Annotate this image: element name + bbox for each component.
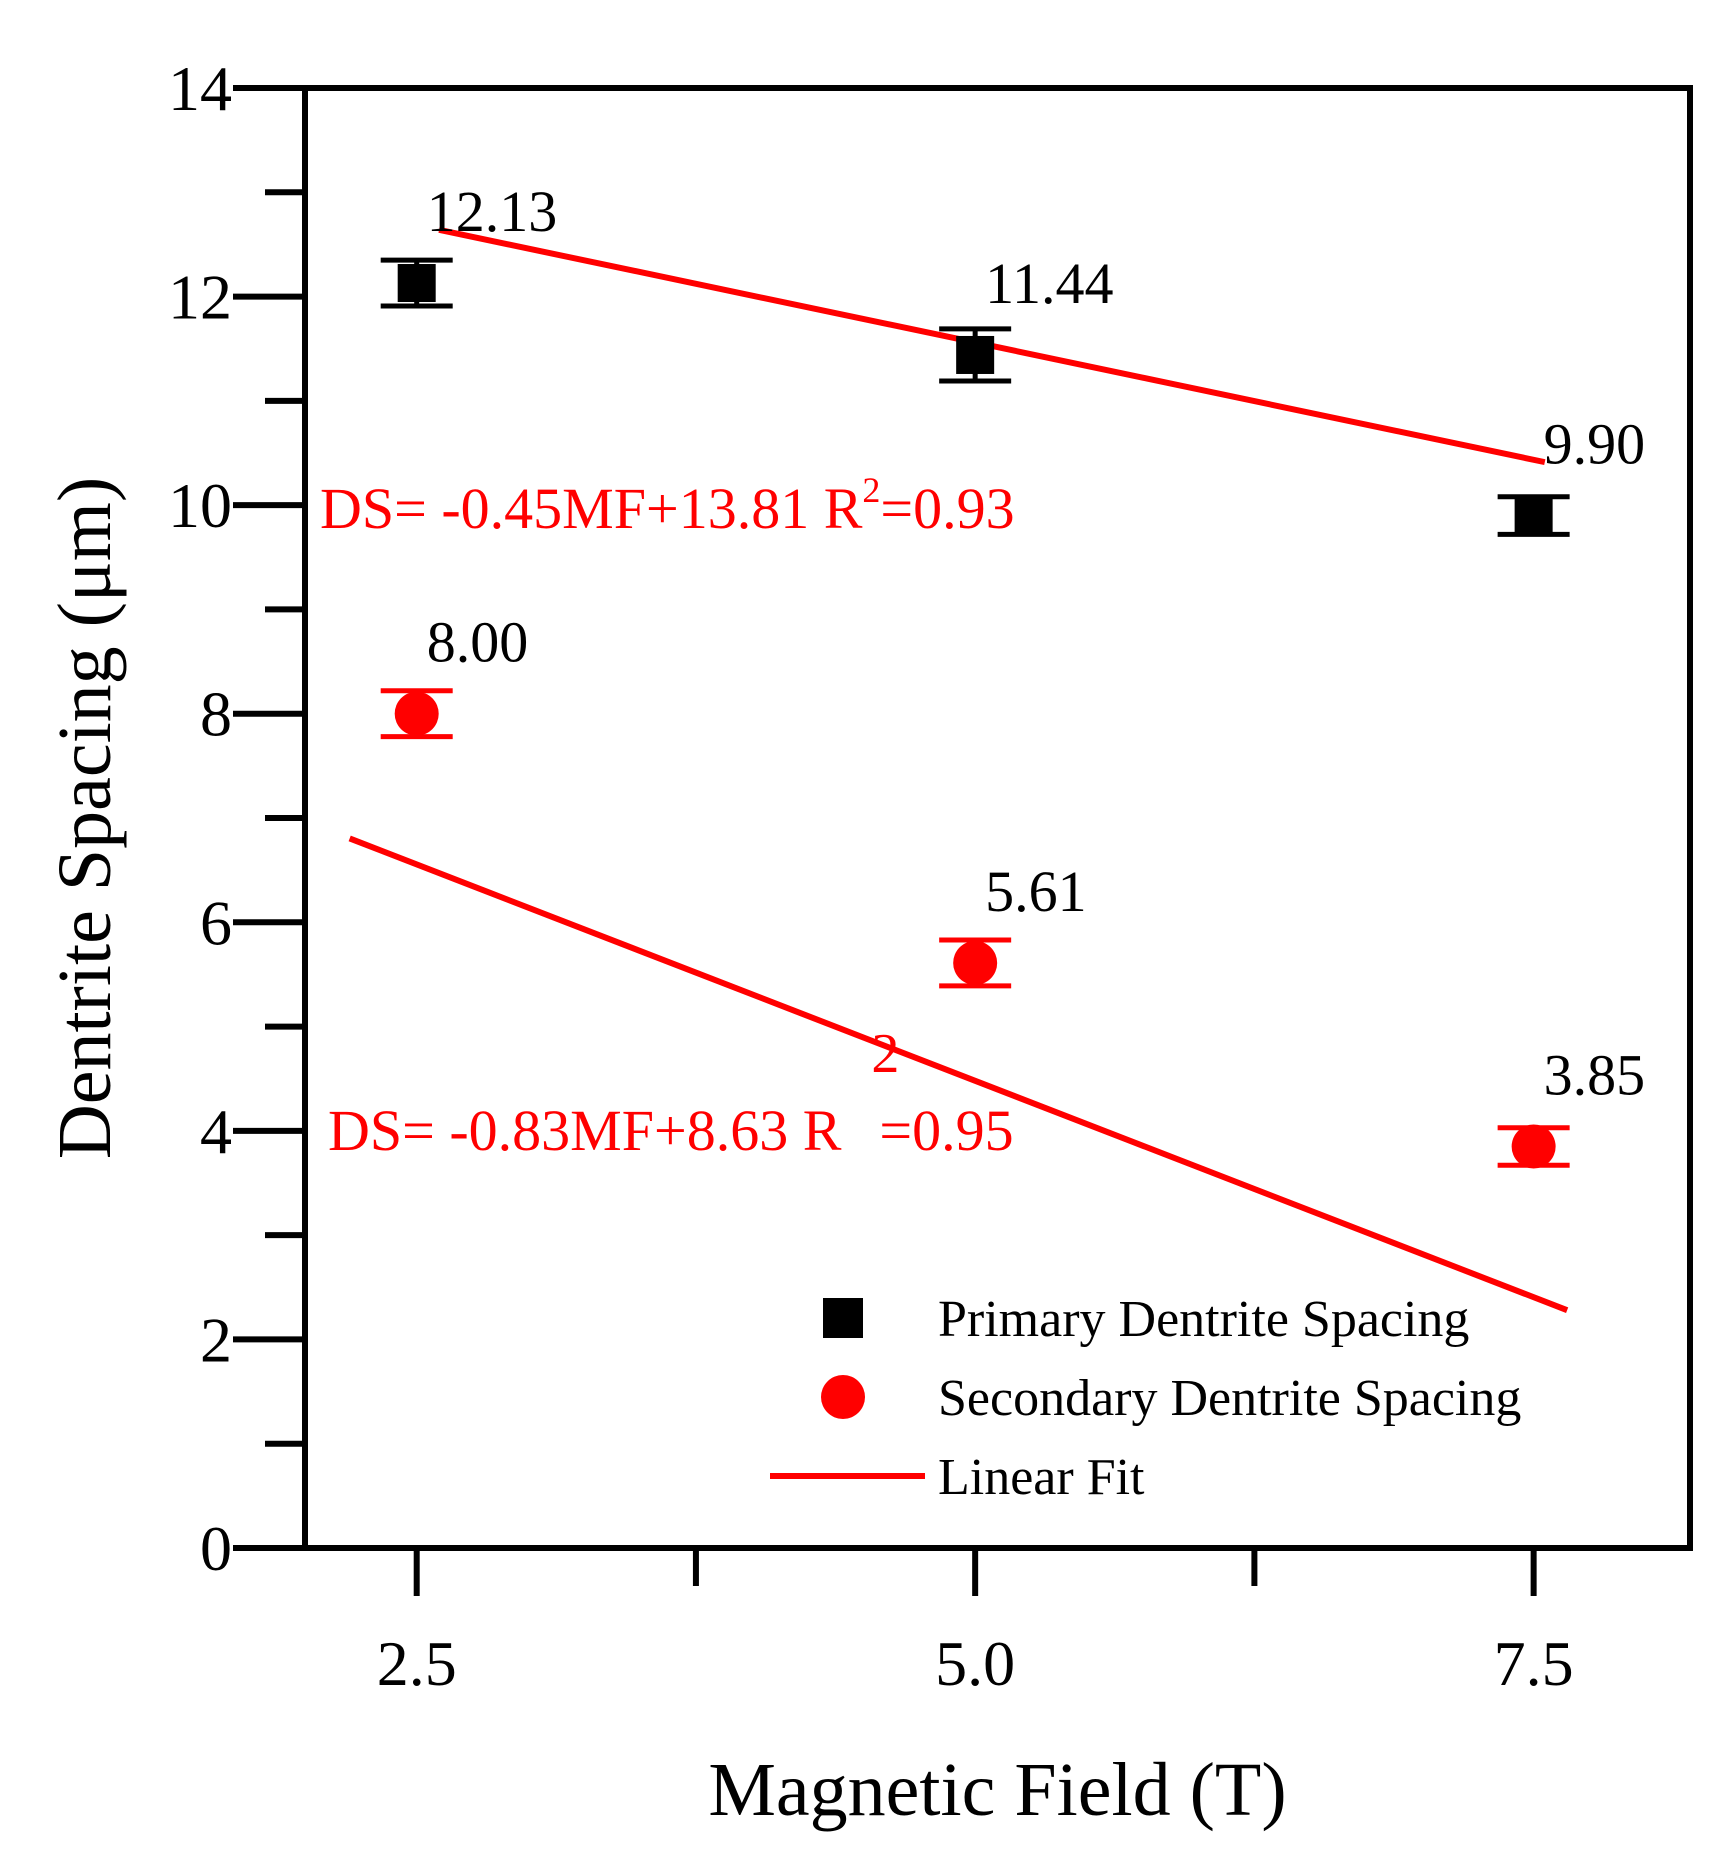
- x-axis-ticks: 2.5 5.0 7.5: [377, 1548, 1574, 1699]
- series-marks: [380, 257, 1570, 1169]
- primary-point: [397, 264, 436, 303]
- legend-label: Secondary Dentrite Spacing: [938, 1370, 1521, 1427]
- legend-label: Linear Fit: [938, 1449, 1145, 1506]
- x-tick-label: 2.5: [377, 1628, 457, 1699]
- secondary-point: [953, 940, 998, 985]
- secondary-point: [394, 691, 439, 736]
- legend-circle-icon: [821, 1375, 865, 1419]
- fit-equation-1: DS= -0.45MF+13.81 R2=0.93: [320, 470, 1015, 541]
- y-tick-label: 4: [200, 1096, 232, 1167]
- data-label: 8.00: [427, 610, 529, 675]
- x-tick-label: 5.0: [935, 1628, 1015, 1699]
- legend-label: Primary Dentrite Spacing: [938, 1291, 1469, 1348]
- y-tick-label: 10: [168, 470, 232, 541]
- fit-equation-2: DS= -0.83MF+8.63 R2 =0.95: [328, 1023, 1014, 1163]
- data-labels: 12.13 11.44 9.90 8.00 5.61 3.85: [427, 179, 1645, 1107]
- y-tick-label: 6: [200, 887, 232, 958]
- primary-point: [956, 335, 995, 374]
- data-label: 3.85: [1544, 1043, 1646, 1108]
- y-axis-title: Dentrite Spacing (μm): [43, 477, 127, 1159]
- primary-point: [1514, 496, 1553, 535]
- y-axis-ticks: 0 2 4 6 8 10 12 14: [168, 53, 305, 1584]
- data-label: 12.13: [427, 179, 558, 244]
- y-tick-label: 0: [200, 1513, 232, 1584]
- secondary-point: [1511, 1124, 1556, 1169]
- legend-square-icon: [823, 1298, 863, 1338]
- y-tick-label: 12: [168, 262, 232, 333]
- data-label: 11.44: [985, 251, 1113, 316]
- fit-line-2: [348, 835, 1569, 1313]
- legend: Primary Dentrite Spacing Secondary Dentri…: [770, 1291, 1521, 1506]
- data-label: 5.61: [985, 859, 1087, 924]
- y-tick-label: 2: [200, 1304, 232, 1375]
- data-label: 9.90: [1544, 412, 1646, 477]
- x-tick-label: 7.5: [1494, 1628, 1574, 1699]
- y-tick-label: 8: [200, 679, 232, 750]
- y-tick-label: 14: [168, 53, 232, 124]
- x-axis-title: Magnetic Field (T): [708, 1748, 1286, 1832]
- fit-equations: DS= -0.45MF+13.81 R2=0.93 DS= -0.83MF+8.6…: [320, 470, 1015, 1163]
